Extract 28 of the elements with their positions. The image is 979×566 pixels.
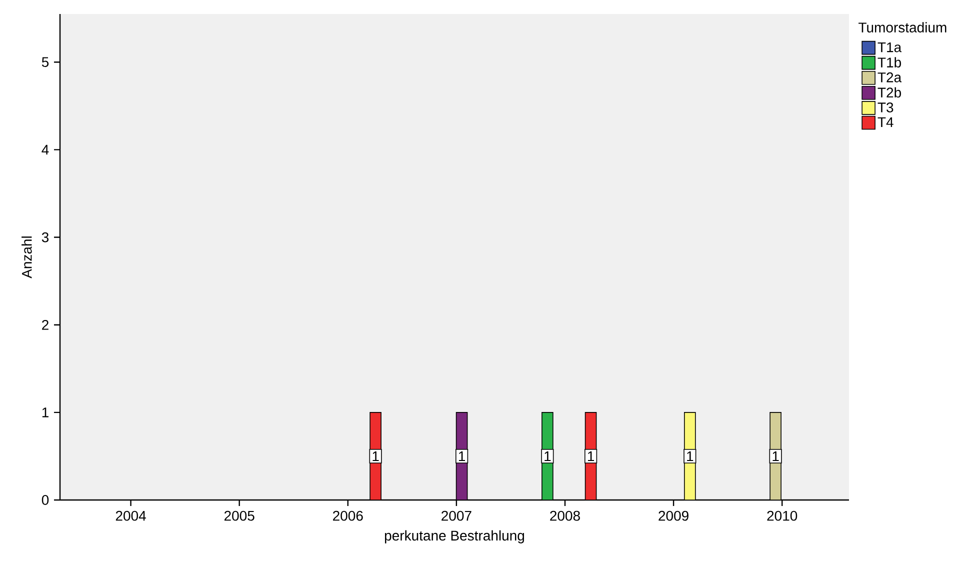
data-label: 1: [458, 451, 466, 462]
data-label: 1: [687, 451, 694, 462]
data-label: 1: [372, 451, 379, 462]
x-tick-label: 2008: [550, 510, 580, 521]
y-tick-label: 4: [42, 144, 49, 155]
x-axis-title: perkutane Bestrahlung: [384, 530, 524, 544]
legend-label: T1b: [878, 57, 901, 68]
legend-label: T2b: [878, 87, 901, 98]
y-tick-label: 5: [42, 57, 49, 68]
legend-label: T1a: [878, 42, 902, 52]
y-axis-title: Anzahl: [22, 236, 32, 278]
x-tick-label: 2009: [658, 510, 688, 521]
x-tick-label: 2005: [224, 510, 254, 521]
data-label: 1: [588, 451, 594, 462]
x-tick-label: 2004: [116, 510, 146, 521]
data-label: 1: [772, 451, 779, 462]
x-tick-label: 2007: [442, 510, 472, 521]
x-tick-label: 2010: [767, 510, 798, 521]
y-tick-label: 0: [42, 495, 49, 505]
y-tick-label: 3: [42, 232, 49, 242]
x-tick-label: 2006: [333, 510, 363, 521]
data-label: 1: [544, 451, 551, 462]
legend-label: T4: [878, 117, 894, 127]
legend-label: T3: [878, 102, 894, 112]
legend-title: Tumorstadium: [858, 22, 946, 32]
y-tick-label: 1: [42, 408, 48, 418]
legend-label: T2a: [878, 72, 902, 82]
y-tick-label: 2: [42, 320, 48, 330]
